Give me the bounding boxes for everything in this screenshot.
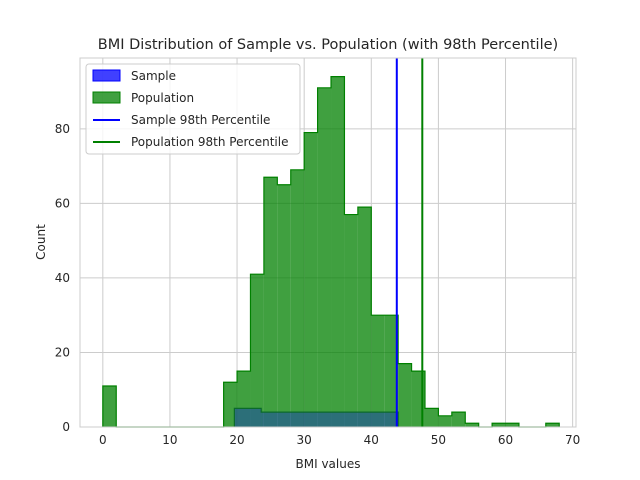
- x-tick-label: 20: [229, 433, 244, 447]
- legend-label: Sample 98th Percentile: [131, 113, 270, 127]
- y-tick-label: 20: [55, 345, 70, 359]
- population-bar: [223, 382, 238, 427]
- legend-frame: [85, 63, 301, 155]
- population-bar: [304, 132, 318, 427]
- population-bar: [357, 207, 372, 427]
- population-bar: [451, 412, 466, 427]
- population-bar: [438, 415, 452, 427]
- population-bar: [545, 423, 560, 427]
- x-tick-label: 60: [498, 433, 513, 447]
- x-tick-label: 50: [431, 433, 446, 447]
- population-bar: [331, 76, 345, 428]
- x-axis-label: BMI values: [296, 457, 361, 471]
- legend-label: Sample: [131, 69, 176, 83]
- sample-bar: [234, 408, 262, 427]
- population-bar: [424, 408, 439, 427]
- y-tick-label: 40: [55, 271, 70, 285]
- legend-label: Population: [131, 91, 194, 105]
- chart-title: BMI Distribution of Sample vs. Populatio…: [98, 37, 558, 53]
- population-bar: [465, 423, 479, 427]
- sample-outline: [233, 407, 399, 427]
- population-bar: [277, 184, 291, 427]
- population-bar: [371, 315, 385, 427]
- sample-bar: [261, 412, 399, 427]
- x-tick-label: 40: [364, 433, 379, 447]
- x-tick-label: 10: [162, 433, 177, 447]
- population-bar: [384, 315, 399, 427]
- population-bar: [492, 423, 506, 427]
- population-bar: [505, 423, 519, 427]
- population-bar: [102, 386, 117, 427]
- plot-frame: [79, 57, 577, 428]
- population-bar: [250, 274, 264, 427]
- y-tick-label: 60: [55, 196, 70, 210]
- population-bar: [263, 177, 278, 427]
- x-tick-label: 70: [565, 433, 580, 447]
- x-tick-label: 30: [297, 433, 312, 447]
- population-histogram: [102, 76, 560, 428]
- legend-label: Population 98th Percentile: [131, 135, 288, 149]
- x-axis-ticks: 0 10 20 30 40 50 60 70: [99, 433, 580, 447]
- x-tick-label: 0: [99, 433, 107, 447]
- y-axis-ticks: 0 20 40 60 80: [55, 122, 70, 434]
- y-axis-label: Count: [34, 224, 48, 260]
- sample-histogram: [233, 407, 399, 427]
- population-bar: [398, 363, 412, 427]
- population-bar: [237, 371, 251, 427]
- legend: Sample Population Sample 98th Percentile Po…: [85, 63, 301, 155]
- population-bar: [344, 214, 358, 427]
- legend-swatch: [92, 69, 121, 82]
- population-bar: [290, 169, 305, 427]
- y-tick-label: 0: [62, 420, 70, 434]
- legend-swatch: [92, 91, 121, 104]
- y-tick-label: 80: [55, 122, 70, 136]
- population-bar: [317, 87, 332, 428]
- percentile-lines: [79, 57, 577, 428]
